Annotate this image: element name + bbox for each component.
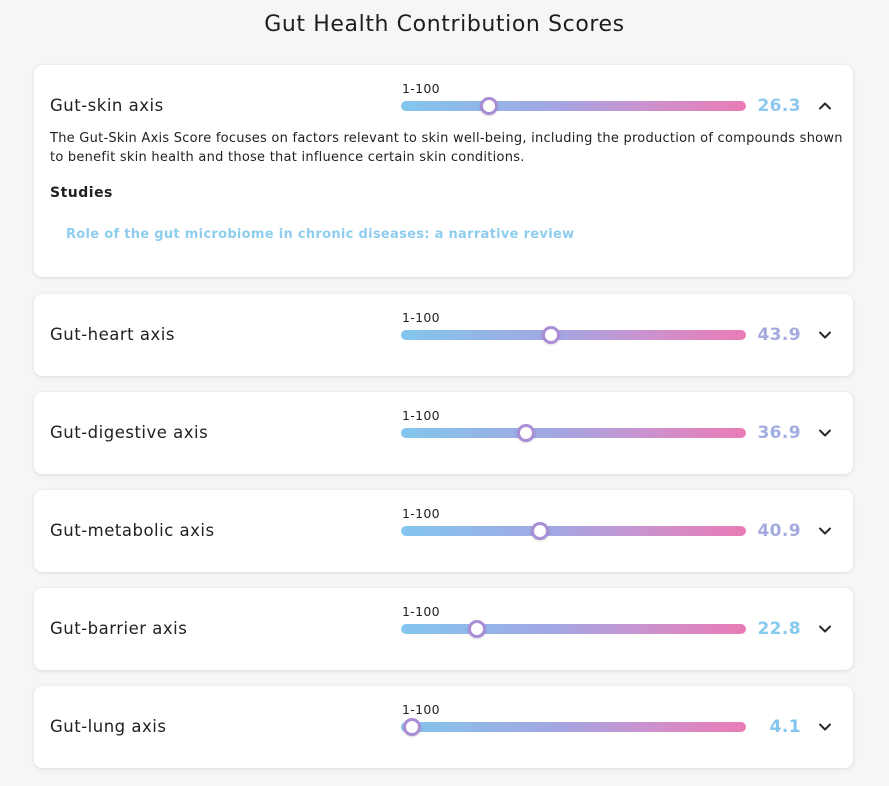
score-value: 36.9 [757, 423, 801, 443]
score-slider-track[interactable] [401, 718, 746, 736]
chevron-down-icon[interactable] [817, 523, 833, 539]
score-value: 43.9 [757, 325, 801, 345]
axis-label: Gut-barrier axis [50, 619, 188, 638]
page-title: Gut Health Contribution Scores [264, 12, 625, 37]
score-slider-thumb[interactable] [480, 97, 499, 115]
score-slider-thumb[interactable] [402, 718, 421, 736]
score-value: 4.1 [769, 717, 801, 737]
axis-card-gut-skin: Gut-skin axis 1-100 26.3 The Gut-Skin Ax… [34, 65, 853, 277]
score-slider-track[interactable] [401, 522, 746, 540]
axis-card-gut-metabolic[interactable]: Gut-metabolic axis 1-100 40.9 [34, 490, 853, 572]
score-value: 22.8 [757, 619, 801, 639]
score-slider-track[interactable] [401, 326, 746, 344]
axis-label: Gut-heart axis [50, 325, 175, 344]
axis-card-gut-barrier[interactable]: Gut-barrier axis 1-100 22.8 [34, 588, 853, 670]
score-slider-thumb[interactable] [541, 326, 560, 344]
axis-card-gut-digestive[interactable]: Gut-digestive axis 1-100 36.9 [34, 392, 853, 474]
chevron-down-icon[interactable] [817, 327, 833, 343]
range-label: 1-100 [402, 310, 440, 325]
score-slider-track[interactable] [401, 620, 746, 638]
chevron-down-icon[interactable] [817, 621, 833, 637]
axis-card-gut-lung[interactable]: Gut-lung axis 1-100 4.1 [34, 686, 853, 768]
range-label: 1-100 [402, 604, 440, 619]
axis-label: Gut-digestive axis [50, 423, 209, 442]
score-slider-thumb[interactable] [517, 424, 536, 442]
studies-heading: Studies [50, 185, 113, 201]
chevron-down-icon[interactable] [817, 425, 833, 441]
score-value: 26.3 [757, 96, 801, 116]
score-slider-track[interactable] [401, 97, 746, 115]
axis-card-gut-heart[interactable]: Gut-heart axis 1-100 43.9 [34, 294, 853, 376]
score-value: 40.9 [757, 521, 801, 541]
study-link[interactable]: Role of the gut microbiome in chronic di… [66, 227, 575, 242]
score-slider-thumb[interactable] [467, 620, 486, 638]
axis-label: Gut-lung axis [50, 717, 167, 736]
score-slider-thumb[interactable] [531, 522, 550, 540]
axis-label[interactable]: Gut-skin axis [50, 96, 164, 115]
axis-description: The Gut-Skin Axis Score focuses on facto… [50, 131, 843, 165]
axis-label: Gut-metabolic axis [50, 521, 215, 540]
range-label: 1-100 [402, 81, 440, 96]
range-label: 1-100 [402, 408, 440, 423]
score-slider-track[interactable] [401, 424, 746, 442]
chevron-down-icon[interactable] [817, 719, 833, 735]
chevron-up-icon[interactable] [817, 98, 833, 114]
range-label: 1-100 [402, 506, 440, 521]
range-label: 1-100 [402, 702, 440, 717]
